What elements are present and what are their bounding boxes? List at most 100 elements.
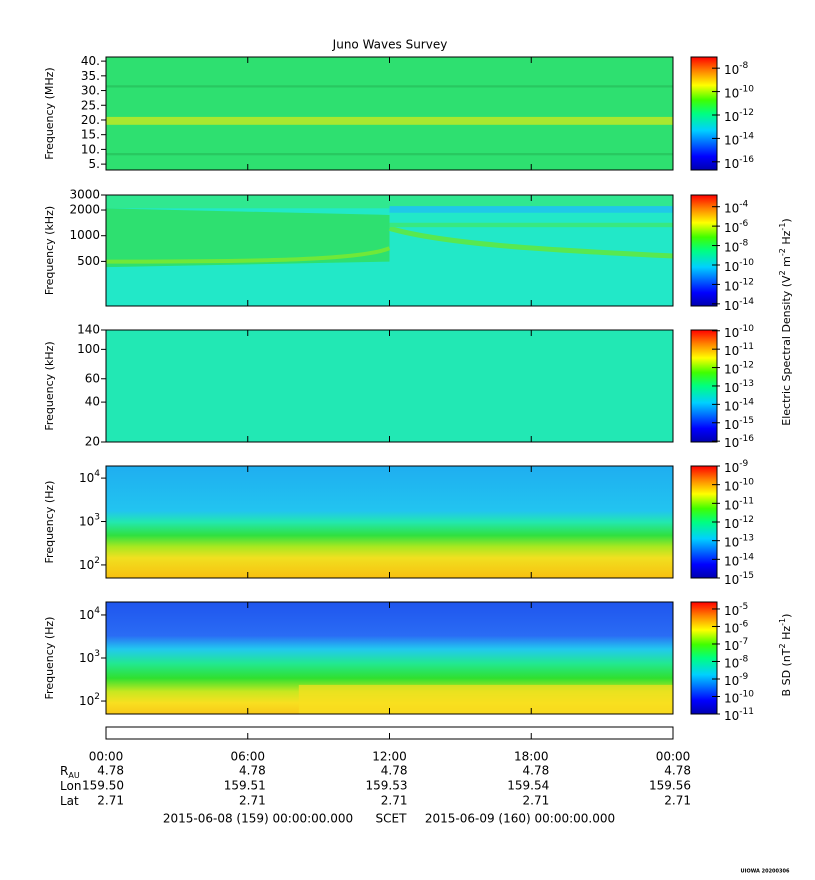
colorbar-tick-label-exp: -12 [739,515,754,525]
y-tick-label: 40 [85,395,100,409]
spectrogram-line [105,246,391,264]
colorbar-tick-label-base: 10 [724,656,739,670]
colorbar-tick-label: 10-14 [724,131,754,147]
ephemeris-value: 2.71 [664,794,691,808]
y-tick-label-base: 10. [81,142,100,156]
colorbar-label-part: -2 [778,248,787,256]
ephemeris-value: 2.71 [523,794,550,808]
colorbar-tick-label-base: 10 [724,461,739,475]
y-axis-label: Frequency (MHz) [43,67,56,159]
y-axis-label: Frequency (kHz) [43,341,56,430]
colorbar-tick-label-exp: -15 [739,571,754,581]
colorbar-tick-label-exp: -6 [739,219,748,229]
colorbar-tick-label: 10-16 [724,154,754,170]
ephemeris-label-part: Lon [60,779,81,793]
colorbar-tick-label-base: 10 [724,691,739,705]
y-tick-label-base: 35. [81,68,100,82]
y-tick-label: 20 [85,435,100,449]
colorbar-tick-label: 10-6 [724,219,749,235]
y-tick-label-base: 15. [81,127,100,141]
colorbar-tick-label-exp: -8 [739,61,748,71]
y-tick-label-base: 10 [79,651,94,665]
spectrogram-band [106,85,673,88]
colorbar-tick-label-exp: -8 [739,238,748,248]
colorbar-tick-label-exp: -12 [739,107,754,117]
ephemeris-value: 159.51 [224,779,266,793]
x-tick-label: 00:00 [89,750,124,764]
y-tick-label-base: 20. [81,112,100,126]
ephemeris-value: 4.78 [381,764,408,778]
colorbar-tick-label-base: 10 [724,709,739,723]
x-tick-label: 00:00 [656,750,691,764]
colorbar-tick-label: 10-12 [724,277,754,293]
colorbar-label-part: -1 [778,618,787,626]
colorbar-tick-label-exp: -5 [739,601,748,611]
ephemeris-value: 159.54 [507,779,549,793]
y-tick-label-exp: 4 [94,469,100,479]
ephemeris-label-part: Lat [60,794,79,808]
colorbar-tick-label-exp: -6 [739,619,748,629]
y-axis-label: Frequency (kHz) [43,206,56,295]
colorbar-label: Electric Spectral Density (V2 m-2 Hz-1) [778,218,794,425]
colorbar-label-part: 2 [778,643,787,648]
y-axis-label: Frequency (Hz) [43,617,56,700]
colorbar-tick-label-base: 10 [724,573,739,587]
colorbar-tick-label-base: 10 [724,399,739,413]
colorbar-tick-label-base: 10 [724,479,739,493]
colorbar-tick-label-exp: -13 [739,533,754,543]
colorbar-tick-label-base: 10 [724,240,739,254]
colorbar-tick-label: 10-8 [724,61,749,77]
colorbar-tick-label-exp: -14 [739,552,754,562]
colorbar-tick-label-base: 10 [724,201,739,215]
spectrogram [106,57,673,170]
end-time: 2015-06-09 (160) 00:00:00.000 [425,812,615,826]
colorbar-label-part: -1 [778,223,787,231]
ephemeris-value: 4.78 [523,764,550,778]
x-tick-label: 06:00 [230,750,265,764]
footer: UIOWA 20200306 [741,869,790,875]
colorbar-tick-label: 10-15 [724,415,754,431]
colorbar-tick-label: 10-11 [724,707,754,723]
colorbar-tick-label-base: 10 [724,417,739,431]
colorbar-tick-label-base: 10 [724,673,739,687]
y-tick-label: 102 [79,555,100,571]
ephemeris-label: RAU [60,764,80,780]
y-tick-label-exp: 2 [94,692,100,702]
start-time: 2015-06-08 (159) 00:00:00.000 [163,812,353,826]
colorbar-tick-label-base: 10 [724,63,739,77]
colorbar-tick-label: 10-12 [724,360,754,376]
colorbar-tick-label-exp: -16 [739,434,754,444]
ephemeris-value: 159.56 [649,779,691,793]
colorbar-tick-label-base: 10 [724,362,739,376]
colorbar-tick-label-base: 10 [724,621,739,635]
colorbar [690,56,718,171]
colorbar-tick-label-exp: -14 [739,296,754,306]
colorbar-label-part: Hz [780,626,793,644]
y-tick-label: 104 [79,469,100,485]
colorbar-tick-label-base: 10 [724,380,739,394]
colorbar-tick-label-exp: -11 [739,707,754,717]
colorbar-tick-label: 10-12 [724,515,754,531]
ephemeris-value: 4.78 [97,764,124,778]
colorbar-tick-label: 10-9 [724,459,749,475]
colorbar-tick-label-exp: -10 [739,323,754,333]
ephemeris-label: Lon [60,779,81,793]
colorbar-tick-label: 10-10 [724,323,754,339]
colorbar-tick-label: 10-12 [724,107,754,123]
colorbar-tick-label: 10-14 [724,296,754,312]
colorbar-tick-label-exp: -7 [739,636,748,646]
ephemeris-value: 2.71 [97,794,124,808]
x-tick-label: 18:00 [514,750,549,764]
y-tick-label-base: 40. [81,54,100,68]
colorbar-tick-label-base: 10 [724,298,739,312]
colorbar-tick-label-base: 10 [724,603,739,617]
colorbar-label-part: Electric Spectral Density (V [780,275,793,426]
y-axis-label: Frequency (Hz) [43,481,56,564]
ephemeris-label-sub: AU [68,771,79,780]
colorbar-tick-label-exp: -11 [739,496,754,506]
y-tick-label: 3000 [69,188,100,202]
spectrogram-band [106,153,673,156]
y-tick-label: 15. [81,127,100,141]
y-tick-label-base: 10 [79,607,94,621]
